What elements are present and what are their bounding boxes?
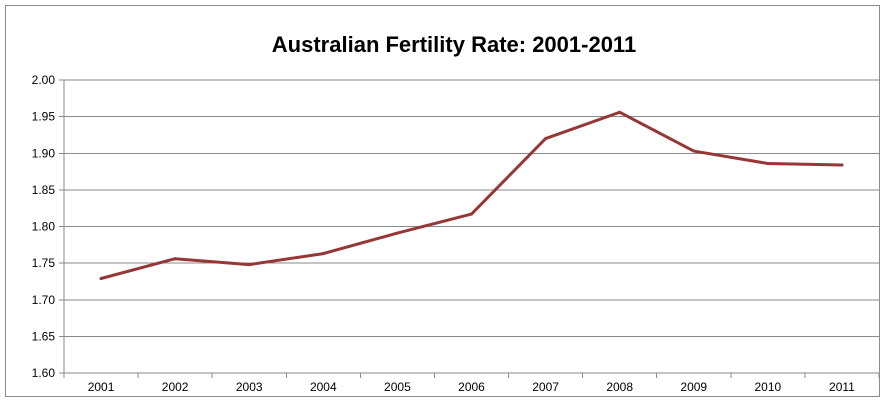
x-axis-tick-labels: 2001 2002 2003 2004 2005 2006 2007 2008 2009 2010… [88,380,855,394]
data-point [99,277,103,281]
chart-frame: Australian Fertility Rate: 2001-2011 1.6… [5,5,880,397]
y-tick-label: 1.60 [32,366,56,380]
y-tick-label: 2.00 [32,73,56,87]
data-point [247,263,251,267]
x-tick-label: 2011 [829,380,855,394]
x-tick-label: 2003 [236,380,263,394]
data-point [766,162,770,166]
x-tick-label: 2009 [680,380,707,394]
data-point [395,231,399,235]
chart-title: Australian Fertility Rate: 2001-2011 [272,32,636,57]
x-tick-label: 2005 [384,380,411,394]
series-line [99,110,844,281]
data-point [544,137,548,141]
data-point [840,163,844,167]
y-tick-label: 1.65 [32,329,56,343]
y-tick-label: 1.75 [32,256,56,270]
data-point [173,257,177,261]
x-tick-label: 2008 [606,380,633,394]
x-tick-label: 2007 [532,380,559,394]
data-point [321,252,325,256]
y-tick-label: 1.80 [32,220,56,234]
y-tick-label: 1.95 [32,110,56,124]
axes [59,79,879,378]
x-tick-label: 2001 [88,380,115,394]
gridlines [64,79,879,374]
data-point [692,149,696,153]
line-chart: Australian Fertility Rate: 2001-2011 1.6… [32,32,879,394]
y-tick-label: 1.85 [32,183,56,197]
x-tick-label: 2006 [458,380,485,394]
x-tick-label: 2002 [162,380,189,394]
y-axis-tick-labels: 1.60 1.65 1.70 1.75 1.80 1.85 1.90 1.95 2.00 [32,73,56,380]
data-point [618,110,622,114]
series-layer [99,110,844,281]
x-tick-label: 2004 [310,380,337,394]
x-tick-label: 2010 [755,380,782,394]
y-tick-label: 1.70 [32,293,56,307]
y-tick-label: 1.90 [32,146,56,160]
data-point [470,212,473,216]
